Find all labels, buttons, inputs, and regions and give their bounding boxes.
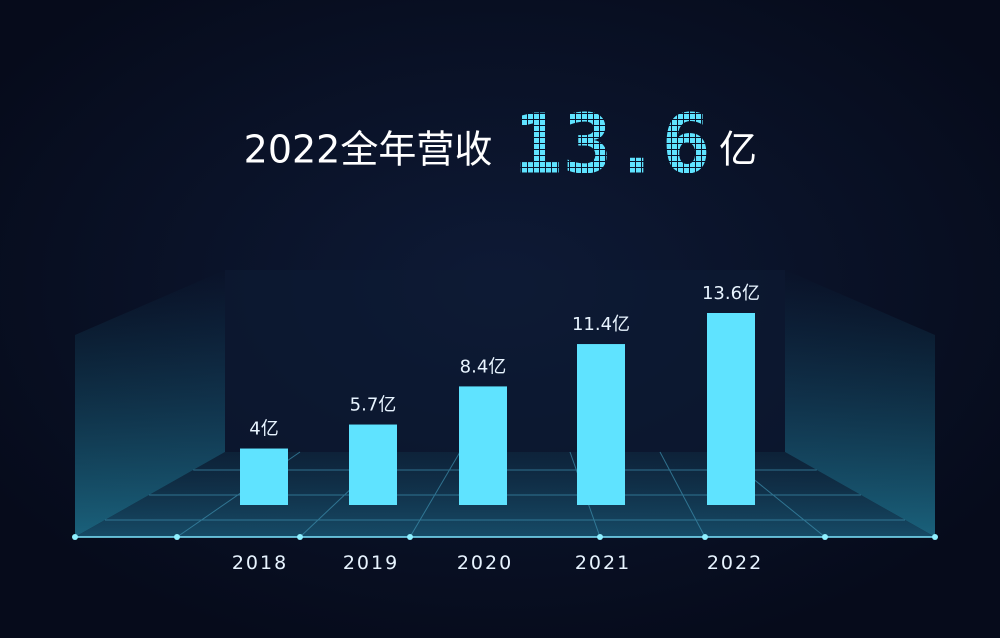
title-unit: 亿 bbox=[719, 128, 757, 172]
bar bbox=[349, 424, 397, 505]
edge-dot bbox=[407, 534, 413, 540]
title-highlight: 13.6 bbox=[513, 97, 710, 192]
x-tick-label: 2020 bbox=[457, 552, 513, 574]
grid-line bbox=[659, 451, 706, 538]
bar bbox=[240, 448, 288, 505]
bar bbox=[459, 386, 507, 505]
x-tick-label: 2019 bbox=[343, 552, 399, 574]
right-wall bbox=[785, 270, 935, 537]
edge-dot bbox=[174, 534, 180, 540]
edge-dot bbox=[702, 534, 708, 540]
grid-line bbox=[409, 451, 461, 538]
x-tick-label: 2021 bbox=[575, 552, 631, 574]
x-tick-label: 2022 bbox=[707, 552, 763, 574]
x-tick-label: 2018 bbox=[232, 552, 288, 574]
bar bbox=[577, 344, 625, 505]
bar bbox=[707, 313, 755, 505]
edge-dot bbox=[597, 534, 603, 540]
left-wall bbox=[75, 270, 225, 537]
edge-dot bbox=[297, 534, 303, 540]
value-label: 13.6亿 bbox=[702, 283, 760, 304]
value-label: 8.4亿 bbox=[460, 356, 507, 377]
edge-dot bbox=[72, 534, 78, 540]
value-label: 5.7亿 bbox=[350, 395, 397, 416]
title: 2022全年营收 bbox=[244, 128, 493, 172]
value-label: 11.4亿 bbox=[572, 314, 630, 335]
edge-dot bbox=[932, 534, 938, 540]
edge-dot bbox=[822, 534, 828, 540]
value-label: 4亿 bbox=[249, 419, 278, 440]
